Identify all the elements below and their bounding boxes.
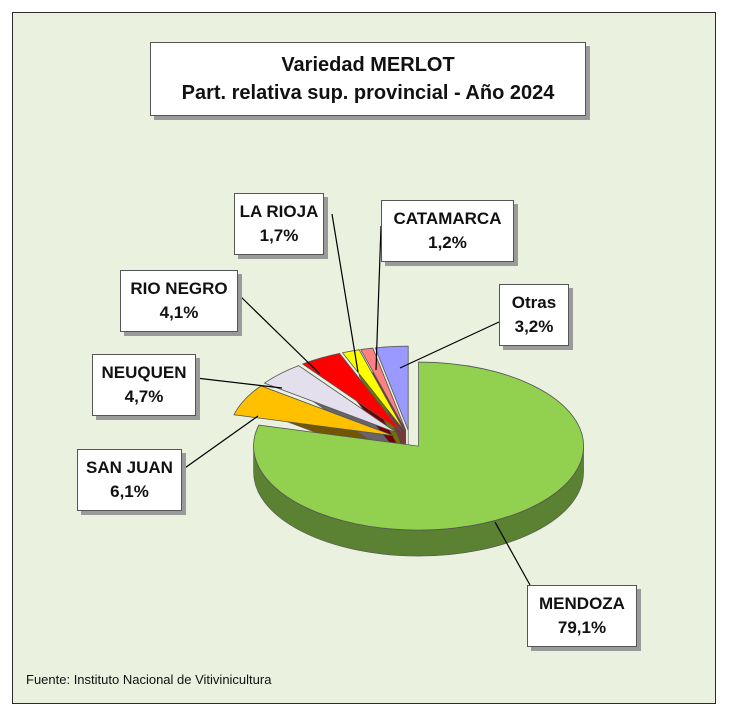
leader-line-san-juan <box>181 415 259 471</box>
leader-line-catamarca <box>375 225 382 371</box>
label-neuquen: NEUQUEN 4,7% <box>92 354 196 416</box>
label-rio-negro: RIO NEGRO 4,1% <box>120 270 238 332</box>
label-neuquen-name: NEUQUEN <box>101 363 187 382</box>
label-catamarca-name: CATAMARCA <box>393 209 502 228</box>
leader-line-otras <box>399 321 500 369</box>
label-mendoza-value: 79,1% <box>557 618 607 637</box>
label-otras-name: Otras <box>511 293 557 312</box>
pie-slice-otras <box>374 345 409 431</box>
source-note: Fuente: Instituto Nacional de Vitivinicu… <box>26 672 272 687</box>
chart-title: Variedad MERLOT <box>281 54 455 76</box>
pie-slice-neuquen <box>263 365 398 434</box>
leader-line-mendoza <box>494 521 531 586</box>
label-rio-negro-value: 4,1% <box>159 303 199 322</box>
label-san-juan: SAN JUAN 6,1% <box>77 449 182 511</box>
chart-title-box: Variedad MERLOT Part. relativa sup. prov… <box>150 42 586 116</box>
label-otras-value: 3,2% <box>514 317 554 336</box>
chart-subtitle: Part. relativa sup. provincial - Año 202… <box>181 82 555 104</box>
leader-line-la-rioja <box>331 213 359 373</box>
leader-line-neuquen <box>195 377 283 389</box>
label-mendoza: MENDOZA 79,1% <box>527 585 637 647</box>
label-san-juan-name: SAN JUAN <box>86 458 173 477</box>
leader-line-rio-negro <box>237 293 321 375</box>
label-otras: Otras 3,2% <box>499 284 569 346</box>
pie-slice-mendoza <box>253 361 584 531</box>
pie-slice-catamarca <box>360 347 407 431</box>
label-rio-negro-name: RIO NEGRO <box>130 279 228 298</box>
label-neuquen-value: 4,7% <box>124 387 164 406</box>
label-catamarca-value: 1,2% <box>428 233 467 252</box>
label-catamarca: CATAMARCA 1,2% <box>381 200 514 262</box>
label-la-rioja: LA RIOJA 1,7% <box>234 193 324 255</box>
pie-slice-rio-negro <box>301 353 402 432</box>
label-mendoza-name: MENDOZA <box>539 594 625 613</box>
label-la-rioja-value: 1,7% <box>259 226 299 245</box>
label-san-juan-value: 6,1% <box>110 482 149 501</box>
label-la-rioja-name: LA RIOJA <box>239 202 319 221</box>
